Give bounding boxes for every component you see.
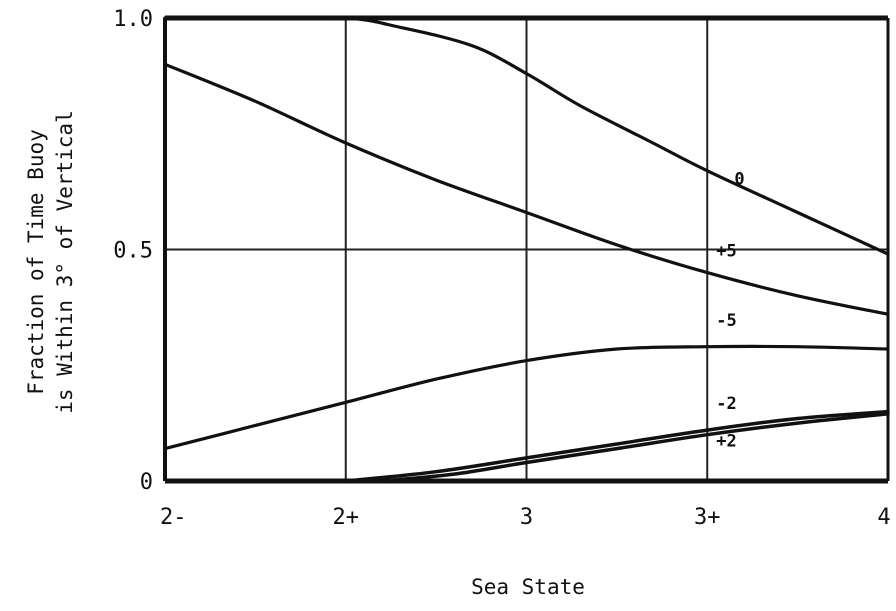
curve-label-4: -2: [716, 394, 736, 414]
series-line-2: [163, 62, 890, 316]
x-tick-label-1: 2-: [160, 505, 187, 530]
x-axis-label: Sea State: [471, 575, 585, 599]
curve-labels: 0 +5 -5 -2 +2: [716, 170, 744, 452]
series-line-4: [344, 409, 890, 483]
y-tick-label-2: 0.5: [113, 239, 153, 264]
curve-label-3: -5: [716, 311, 736, 331]
series-line-5: [380, 412, 890, 483]
curve-label-1: 0: [734, 170, 744, 190]
curve-label-5: +2: [716, 431, 736, 451]
curve-label-2: +5: [716, 241, 736, 261]
x-tick-labels: 2- 2+ 3 3+ 4: [160, 505, 891, 530]
y-axis-label: Fraction of Time Buoy is Within 3° of Ve…: [24, 110, 77, 413]
x-tick-label-5: 4: [877, 505, 890, 530]
x-tick-label-2: 2+: [333, 505, 360, 530]
series-line-1: [163, 15, 890, 256]
series-line-3: [163, 344, 890, 451]
y-axis-label-line-2: is Within 3° of Vertical: [53, 110, 77, 413]
x-tick-label-4: 3+: [694, 505, 721, 530]
data-series: [163, 15, 890, 483]
y-tick-label-1: 0: [140, 470, 153, 495]
x-tick-label-3: 3: [520, 505, 533, 530]
y-axis-label-line-1: Fraction of Time Buoy: [24, 129, 48, 395]
y-tick-labels: 0 0.5 1.0: [113, 7, 153, 495]
y-tick-label-3: 1.0: [113, 7, 153, 32]
